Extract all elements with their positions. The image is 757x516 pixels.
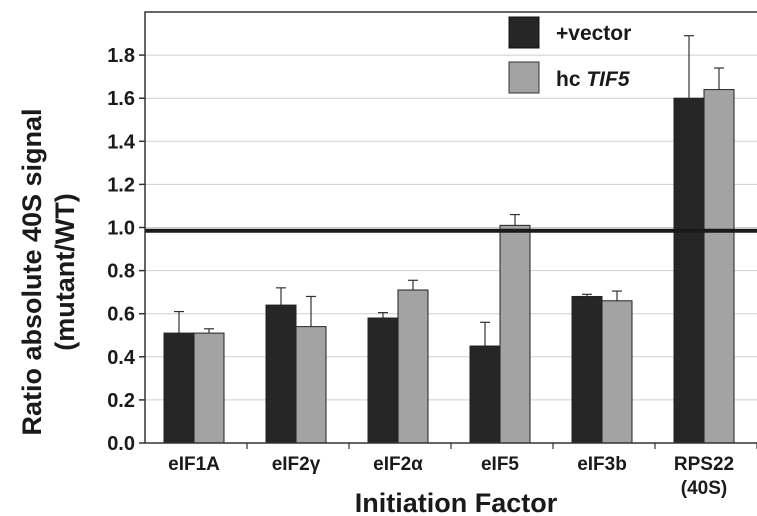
y-tick-label: 0.6	[107, 304, 135, 326]
x-category-label: eIF2α	[373, 454, 423, 475]
x-axis-title: Initiation Factor	[355, 488, 558, 516]
error-bar	[510, 213, 520, 226]
bar-vector	[673, 97, 705, 444]
x-category-label: eIF3b	[577, 454, 627, 475]
bar-vector	[571, 295, 603, 444]
legend-label-tif5: hc TIF5	[556, 68, 630, 91]
error-bar	[378, 312, 388, 319]
legend-swatch-tif5	[508, 61, 540, 94]
bar-vector	[265, 304, 297, 444]
x-category-label: (40S)	[681, 478, 727, 499]
x-category-label: RPS22	[674, 454, 734, 475]
bar-vector	[469, 345, 501, 444]
error-bar	[174, 310, 184, 334]
bar-tif5	[601, 300, 633, 444]
error-bar	[276, 287, 286, 306]
y-axis-title-line-1: Ratio absolute 40S signal	[17, 108, 47, 435]
bar-tif5	[295, 326, 327, 444]
error-bar	[684, 35, 694, 99]
y-tick-label: 0.4	[107, 347, 136, 369]
y-tick-label: 1.0	[107, 218, 135, 240]
bar-vector	[163, 332, 195, 444]
error-bar	[612, 290, 622, 301]
bar-tif5	[703, 89, 735, 444]
y-tick-label: 0.8	[107, 261, 135, 283]
error-bar	[714, 67, 724, 90]
y-tick-label: 1.4	[107, 131, 136, 153]
y-axis-ticks: 0.0 0.2 0.4 0.6 0.8 1.0 1.2 1.4 1.6 1.8	[107, 45, 145, 455]
y-tick-label: 0.0	[107, 433, 135, 455]
bar-vector	[367, 317, 399, 444]
y-tick-label: 1.8	[107, 45, 135, 67]
gridlines	[145, 54, 757, 401]
x-category-label: eIF1A	[168, 454, 220, 475]
error-bar	[306, 295, 316, 327]
bar-tif5	[397, 289, 429, 444]
error-bars	[174, 35, 724, 347]
x-axis-categories: eIF1A eIF2γ eIF2α eIF5 eIF3b RPS22 (40S)	[168, 443, 757, 499]
y-tick-label: 1.2	[107, 174, 135, 196]
bar-tif5	[499, 224, 531, 444]
x-category-label: eIF2γ	[272, 454, 321, 475]
bars	[163, 89, 735, 444]
error-bar	[582, 293, 592, 297]
error-bar	[204, 328, 214, 334]
y-axis-title: Ratio absolute 40S signal (mutant/WT)	[17, 108, 80, 435]
x-category-label: eIF5	[481, 454, 519, 475]
legend: +vector hc TIF5	[508, 16, 631, 94]
y-tick-label: 0.2	[107, 390, 135, 412]
legend-label-vector: +vector	[556, 22, 631, 45]
error-bar	[480, 321, 490, 347]
bar-tif5	[193, 332, 225, 444]
y-axis-title-line-2: (mutant/WT)	[50, 193, 80, 350]
y-tick-label: 1.6	[107, 88, 135, 110]
error-bar	[408, 279, 418, 290]
legend-swatch-vector	[508, 16, 540, 49]
